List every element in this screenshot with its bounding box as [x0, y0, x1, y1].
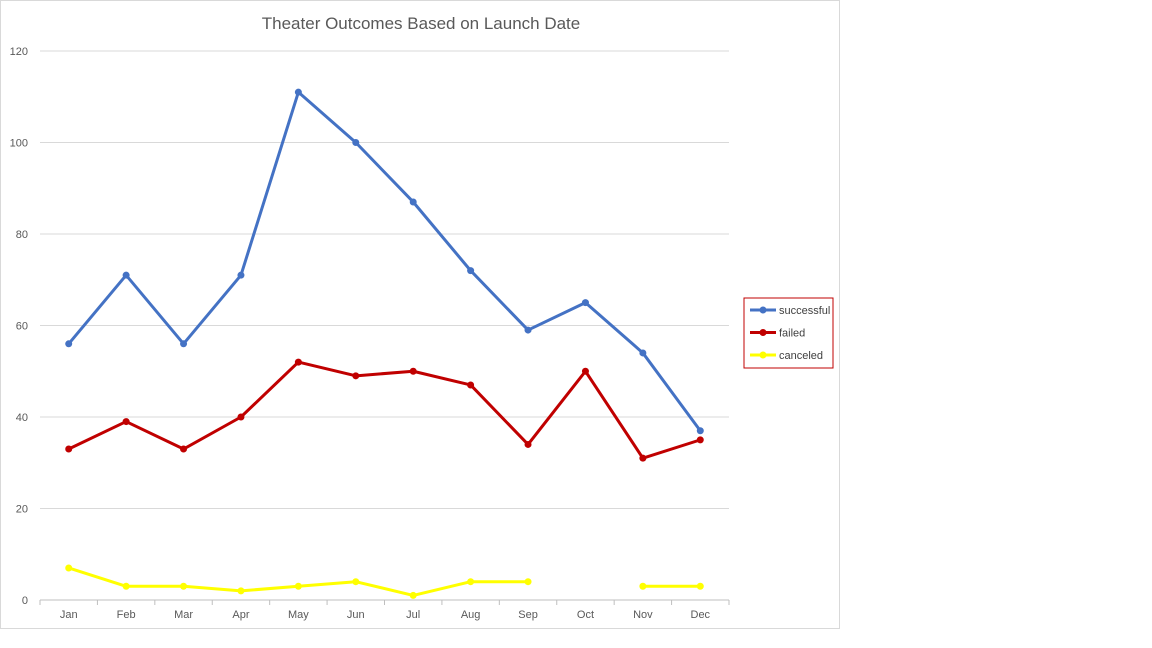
y-tick-label: 40 [16, 412, 28, 424]
data-point [65, 445, 73, 453]
data-point [696, 582, 704, 590]
data-point [122, 418, 130, 426]
legend-label: successful [779, 305, 830, 317]
data-point [639, 582, 647, 590]
data-point [352, 578, 360, 586]
data-point [180, 445, 188, 453]
data-point [237, 587, 245, 595]
data-point [524, 440, 532, 448]
x-tick-label: Nov [633, 609, 653, 621]
data-point [467, 578, 475, 586]
y-tick-label: 60 [16, 321, 28, 333]
data-point [237, 271, 245, 279]
data-point [467, 381, 475, 389]
x-tick-label: Jan [60, 609, 78, 621]
data-point [294, 582, 302, 590]
data-point [696, 436, 704, 444]
data-point [581, 299, 589, 307]
series-line [67, 360, 702, 460]
data-point [294, 358, 302, 366]
x-tick-label: Sep [518, 609, 538, 621]
data-point [180, 582, 188, 590]
x-tick-label: Dec [691, 609, 711, 621]
data-point [65, 564, 73, 572]
data-point [122, 582, 130, 590]
axes: 0 20 40 60 80 100 120 Jan Feb Mar Apr May Jun Jul Aug S… [10, 46, 730, 621]
data-point [237, 413, 245, 421]
x-tick-label: Feb [117, 609, 136, 621]
x-tick-label: Aug [461, 609, 481, 621]
series-lines [65, 88, 704, 599]
x-tick-label: Jun [347, 609, 365, 621]
data-point [409, 367, 417, 375]
legend-label: failed [779, 328, 805, 340]
data-point [409, 591, 417, 599]
x-tick-label: Mar [174, 609, 193, 621]
data-point [467, 267, 475, 275]
x-tick-label: May [288, 609, 309, 621]
chart-title: Theater Outcomes Based on Launch Date [262, 14, 580, 33]
chart-area: Theater Outcomes Based on Launch Date 0 2… [0, 0, 840, 629]
data-point [524, 578, 532, 586]
data-point [524, 326, 532, 334]
data-point [409, 198, 417, 206]
line-chart: Theater Outcomes Based on Launch Date 0 2… [10, 14, 834, 621]
x-tick-label: Jul [406, 609, 420, 621]
data-point [122, 271, 130, 279]
x-tick-label: Oct [577, 609, 594, 621]
legend-marker [759, 306, 767, 314]
x-tick-label: Apr [232, 609, 249, 621]
data-point [294, 88, 302, 96]
data-point [352, 139, 360, 146]
data-point [639, 349, 647, 357]
series-line [67, 566, 530, 597]
y-tick-label: 120 [10, 46, 28, 58]
series-canceled [65, 564, 704, 599]
y-tick-label: 0 [22, 595, 28, 607]
data-point [180, 340, 188, 348]
legend-label: canceled [779, 350, 823, 362]
data-point [639, 454, 647, 462]
series-line [67, 90, 702, 433]
series-successful [65, 88, 704, 435]
legend-marker [759, 351, 767, 359]
legend-marker [759, 329, 767, 336]
data-point [581, 367, 589, 375]
legend: successful failed canceled [743, 297, 834, 369]
series-failed [65, 358, 704, 462]
y-tick-label: 100 [10, 138, 28, 150]
data-point [65, 340, 73, 348]
data-point [696, 427, 704, 435]
gridlines [40, 50, 729, 509]
data-point [352, 372, 360, 380]
y-tick-label: 80 [16, 229, 28, 241]
y-tick-label: 20 [16, 504, 28, 516]
